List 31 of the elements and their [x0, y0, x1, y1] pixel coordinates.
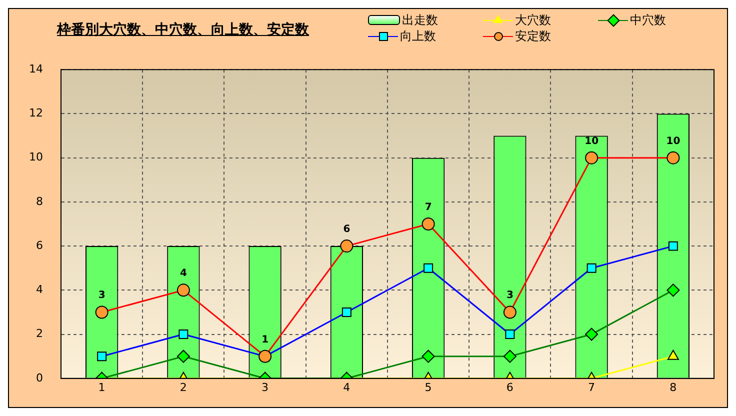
y-tick-label: 6	[36, 238, 43, 252]
point	[667, 350, 679, 360]
data-label: 10	[584, 136, 599, 147]
legend-label: 大穴数	[515, 12, 551, 28]
x-tick-label: 1	[98, 380, 106, 394]
x-tick-label: 6	[506, 380, 514, 394]
legend-label: 向上数	[400, 28, 436, 44]
data-label: 6	[343, 224, 350, 236]
y-tick-label: 0	[36, 371, 43, 384]
y-tick-label: 2	[36, 327, 43, 340]
x-tick-label: 2	[180, 380, 187, 394]
y-tick-label: 14	[28, 62, 43, 76]
data-label: 3	[98, 290, 106, 302]
y-tick-label: 12	[28, 106, 43, 120]
y-tick-label: 8	[36, 194, 43, 208]
legend-label: 出走数	[402, 12, 438, 28]
data-label: 10	[666, 136, 680, 147]
legend-label: 中穴数	[630, 12, 666, 28]
chart-title: 枠番別大穴数、中穴数、向上数、安定数	[57, 21, 309, 39]
x-tick-label: 5	[424, 380, 432, 394]
x-tick-label: 3	[262, 380, 269, 394]
y-tick-label: 10	[28, 150, 43, 164]
y-tick-label: 4	[36, 283, 43, 296]
x-tick-label: 4	[343, 380, 350, 394]
data-label: 1	[262, 334, 269, 346]
x-tick-label: 7	[588, 380, 596, 394]
data-label: 3	[506, 290, 514, 302]
legend-label: 安定数	[515, 28, 551, 44]
x-tick-label: 8	[670, 380, 677, 394]
data-label: 7	[424, 202, 432, 213]
data-label: 4	[180, 268, 187, 280]
